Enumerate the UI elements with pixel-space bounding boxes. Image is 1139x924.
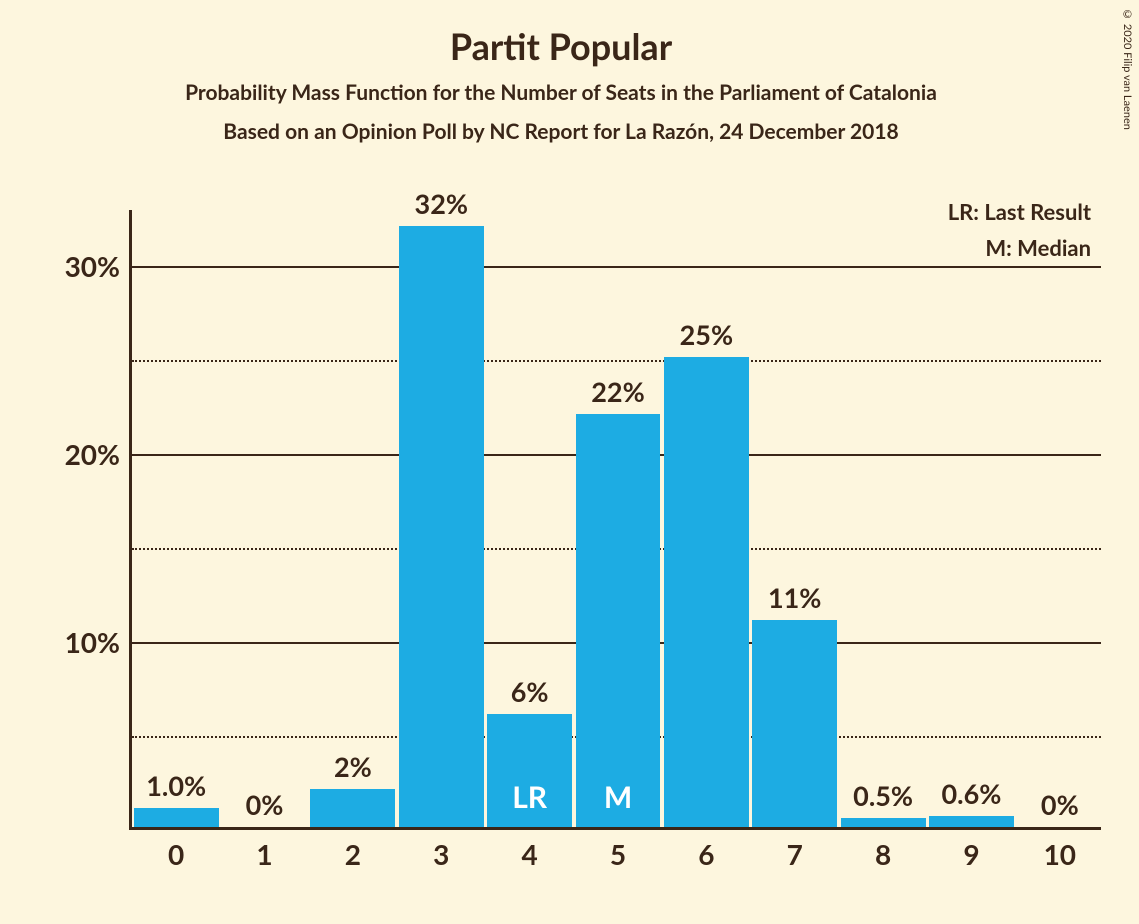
plot-area: 10%20%30%1.0%00%12%232%3LR6%4M22%525%611…	[129, 210, 1101, 830]
bar-value-label: 0.6%	[927, 777, 1015, 810]
bar-inner-label: M	[576, 779, 661, 815]
x-tick-label: 4	[522, 827, 538, 871]
x-tick-label: 2	[345, 827, 361, 871]
x-tick-label: 6	[698, 827, 714, 871]
copyright-text: © 2020 Filip van Laenen	[1121, 0, 1138, 130]
x-tick-label: 5	[610, 827, 626, 871]
x-tick-label: 9	[963, 827, 979, 871]
x-tick-label: 10	[1044, 827, 1076, 871]
chart: Partit Popular Probability Mass Function…	[1, 0, 1121, 924]
bar-value-label: 11%	[751, 581, 839, 614]
bar-value-label: 22%	[574, 375, 662, 408]
y-tick-label: 10%	[65, 625, 132, 659]
chart-subtitle-1: Probability Mass Function for the Number…	[11, 80, 1111, 105]
x-tick-label: 8	[875, 827, 891, 871]
y-tick-label: 20%	[65, 437, 132, 471]
bar: M	[576, 414, 661, 827]
x-tick-label: 1	[256, 827, 272, 871]
y-tick-label: 30%	[65, 249, 132, 283]
bar	[310, 789, 395, 827]
bar-value-label: 0%	[1016, 788, 1104, 821]
bar	[929, 816, 1014, 827]
bar-value-label: 0%	[220, 788, 308, 821]
gridline-minor	[132, 360, 1101, 362]
bar	[399, 226, 484, 827]
bar-inner-label: LR	[487, 779, 572, 815]
chart-subtitle-2: Based on an Opinion Poll by NC Report fo…	[11, 119, 1111, 144]
bar-value-label: 0.5%	[839, 779, 927, 812]
chart-title: Partit Popular	[11, 24, 1111, 68]
bar	[664, 357, 749, 827]
bar	[134, 808, 219, 827]
bar	[752, 620, 837, 827]
bar-value-label: 1.0%	[132, 769, 220, 802]
bar	[841, 818, 926, 827]
bar-value-label: 25%	[662, 318, 750, 351]
gridline-major	[132, 266, 1101, 268]
bar: LR	[487, 714, 572, 827]
bar-value-label: 2%	[309, 750, 397, 783]
x-tick-label: 0	[168, 827, 184, 871]
x-tick-label: 3	[433, 827, 449, 871]
bar-value-label: 6%	[485, 675, 573, 708]
bar-value-label: 32%	[397, 187, 485, 220]
x-tick-label: 7	[787, 827, 803, 871]
